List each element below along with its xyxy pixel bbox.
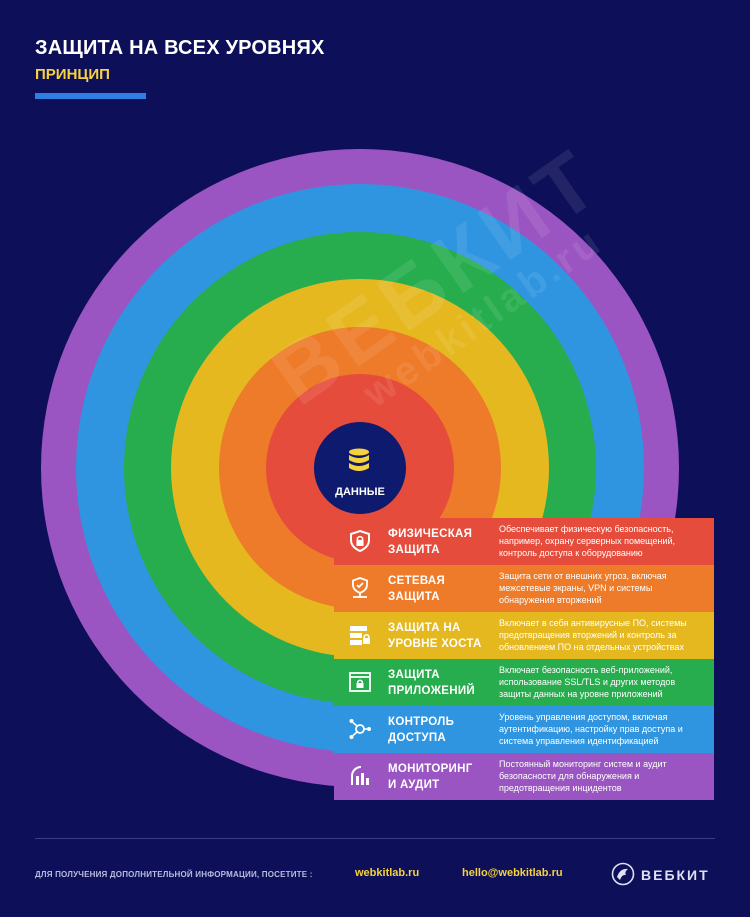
- layer-description: Включает безопасность веб-приложений, ис…: [499, 665, 676, 699]
- layer-row-monitoring: МОНИТОРИНГ И АУДИТ Постоянный мониторинг…: [334, 753, 714, 800]
- monitoring-chart-icon: [351, 766, 369, 785]
- layer-description: Постоянный мониторинг систем и аудит без…: [499, 759, 667, 793]
- access-hub-icon: [349, 719, 371, 739]
- layer-description: Обеспечивает физическую безопасность, на…: [499, 524, 676, 558]
- layer-description: Уровень управления доступом, включая аут…: [499, 712, 683, 746]
- server-lock-icon: [350, 626, 370, 645]
- brand-name: ВЕБКИТ: [641, 867, 710, 883]
- title-underline: [35, 93, 146, 99]
- page-subtitle: ПРИНЦИП: [35, 66, 110, 83]
- layer-row-network: СЕТЕВАЯ ЗАЩИТА Защита сети от внешних уг…: [334, 565, 714, 612]
- layer-row-physical: ФИЗИЧЕСКАЯ ЗАЩИТА Обеспечивает физическу…: [334, 518, 714, 565]
- core-label: ДАННЫЕ: [335, 486, 385, 498]
- email-link[interactable]: hello@webkitlab.ru: [462, 867, 563, 879]
- layers-legend: ФИЗИЧЕСКАЯ ЗАЩИТА Обеспечивает физическу…: [334, 518, 714, 800]
- layer-row-access: КОНТРОЛЬ ДОСТУПА Уровень управления дост…: [334, 706, 714, 753]
- page-title: ЗАЩИТА НА ВСЕХ УРОВНЯХ: [35, 37, 325, 59]
- shield-lock-icon: [350, 529, 370, 553]
- layer-name: ЗАЩИТА НА УРОВНЕ ХОСТА: [388, 622, 482, 650]
- network-shield-icon: [352, 577, 368, 598]
- database-icon: [349, 448, 369, 471]
- layer-description: Защита сети от внешних угроз, включая ме…: [499, 571, 667, 605]
- layer-description: Включает в себя антивирусные ПО, системы…: [499, 618, 687, 652]
- layer-row-application: ЗАЩИТА ПРИЛОЖЕНИЙ Включает безопасность …: [334, 659, 714, 706]
- layer-row-host: ЗАЩИТА НА УРОВНЕ ХОСТА Включает в себя а…: [334, 612, 714, 659]
- layer-name: ЗАЩИТА ПРИЛОЖЕНИЙ: [388, 669, 475, 697]
- layer-name: СЕТЕВАЯ ЗАЩИТА: [388, 575, 446, 603]
- footer-divider: [35, 838, 715, 839]
- footer-label: ДЛЯ ПОЛУЧЕНИЯ ДОПОЛНИТЕЛЬНОЙ ИНФОРМАЦИИ,…: [35, 870, 313, 879]
- layer-name: ФИЗИЧЕСКАЯ ЗАЩИТА: [388, 528, 473, 556]
- app-lock-icon: [349, 672, 371, 692]
- website-link[interactable]: webkitlab.ru: [355, 867, 420, 879]
- layer-name: КОНТРОЛЬ ДОСТУПА: [388, 716, 455, 744]
- layer-name: МОНИТОРИНГ И АУДИТ: [388, 763, 473, 791]
- brand-logo-icon: [611, 862, 635, 886]
